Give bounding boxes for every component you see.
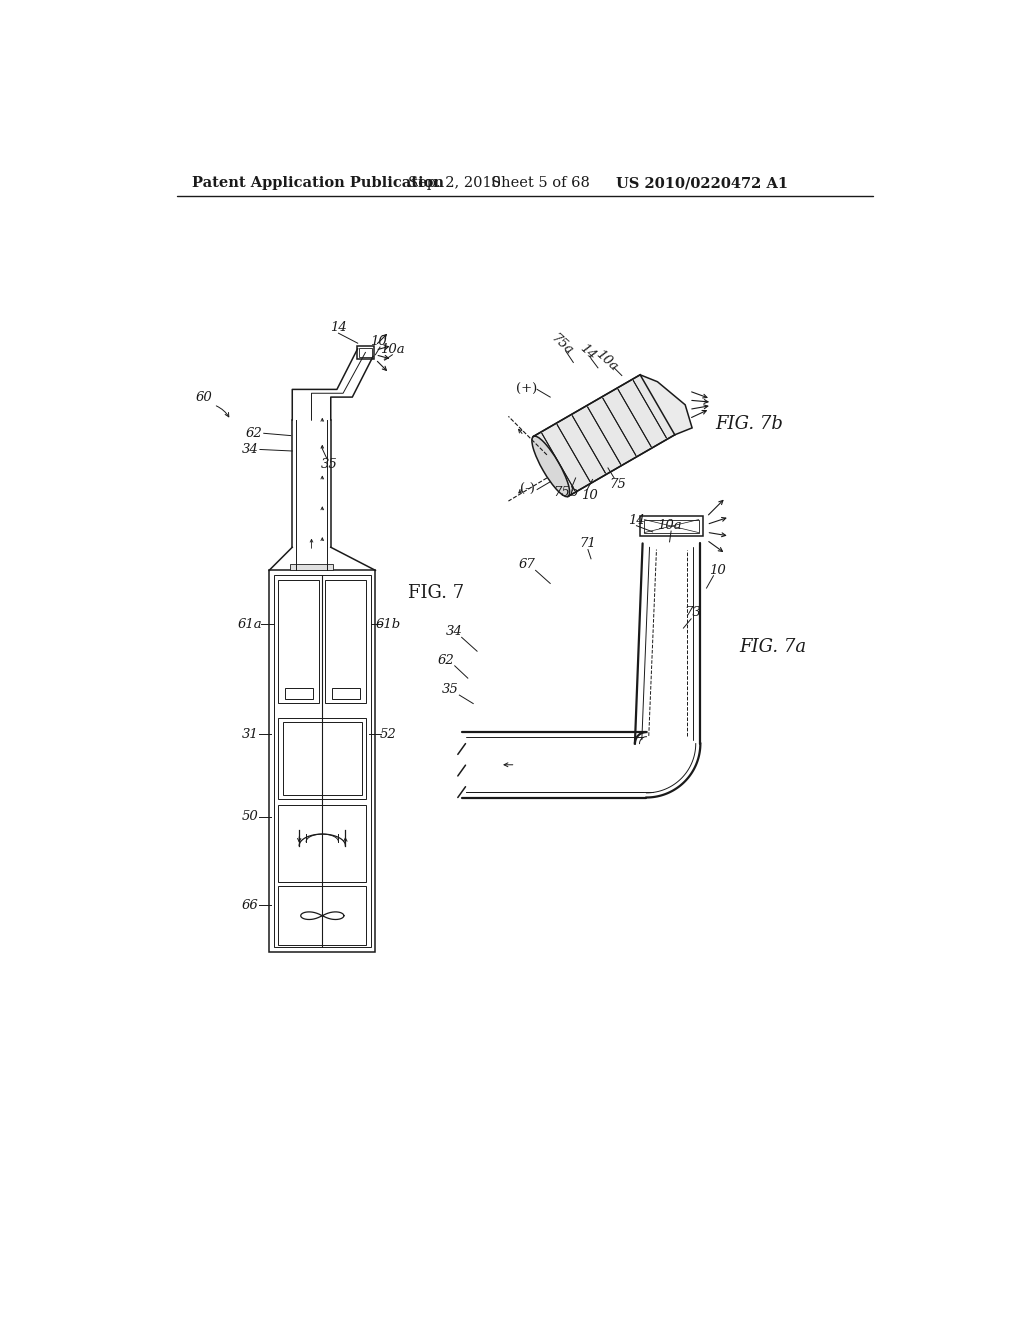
Bar xyxy=(269,570,376,952)
Bar xyxy=(326,579,367,702)
Text: Patent Application Publication: Patent Application Publication xyxy=(193,176,444,190)
Text: 62: 62 xyxy=(438,653,455,667)
Text: 50: 50 xyxy=(242,810,258,824)
Bar xyxy=(357,346,374,359)
Bar xyxy=(640,516,702,536)
Bar xyxy=(285,688,313,700)
Text: 10: 10 xyxy=(370,335,387,348)
Bar xyxy=(332,688,360,700)
Text: 10a: 10a xyxy=(657,519,682,532)
Text: (-): (-) xyxy=(519,483,535,496)
Bar xyxy=(359,348,372,358)
Text: 34: 34 xyxy=(445,626,462,639)
Text: 35: 35 xyxy=(321,458,338,471)
Polygon shape xyxy=(640,375,692,434)
Text: 34: 34 xyxy=(242,444,258,455)
Text: 61b: 61b xyxy=(376,618,401,631)
Text: US 2010/0220472 A1: US 2010/0220472 A1 xyxy=(615,176,787,190)
Text: 62: 62 xyxy=(246,426,262,440)
Polygon shape xyxy=(290,564,333,570)
Text: Sheet 5 of 68: Sheet 5 of 68 xyxy=(490,176,590,190)
Text: 73: 73 xyxy=(684,606,701,619)
Text: 10a: 10a xyxy=(380,343,404,356)
Text: FIG. 7a: FIG. 7a xyxy=(739,639,806,656)
Text: FIG. 7: FIG. 7 xyxy=(408,585,464,602)
Text: Sep. 2, 2010: Sep. 2, 2010 xyxy=(408,176,501,190)
Bar xyxy=(279,579,319,702)
Text: FIG. 7b: FIG. 7b xyxy=(716,414,783,433)
Bar xyxy=(279,718,367,799)
Text: 10: 10 xyxy=(709,564,726,577)
Polygon shape xyxy=(534,375,675,496)
Text: (+): (+) xyxy=(516,383,538,396)
Text: 61a: 61a xyxy=(238,618,262,631)
Text: 14: 14 xyxy=(330,321,347,334)
Text: 10a: 10a xyxy=(593,347,620,374)
Text: 10: 10 xyxy=(581,490,598,502)
Text: 31: 31 xyxy=(242,727,258,741)
Text: 71: 71 xyxy=(580,537,596,550)
Bar xyxy=(273,576,371,946)
Text: 75: 75 xyxy=(609,478,627,491)
Text: 75b: 75b xyxy=(553,486,579,499)
Ellipse shape xyxy=(531,436,569,496)
Text: 35: 35 xyxy=(441,684,459,696)
Text: 75a: 75a xyxy=(548,331,575,358)
Bar xyxy=(279,805,367,882)
Text: 14: 14 xyxy=(577,342,598,363)
Text: 67: 67 xyxy=(519,558,536,572)
Bar xyxy=(283,722,361,795)
Bar xyxy=(279,886,367,945)
Bar xyxy=(644,520,698,533)
Text: 60: 60 xyxy=(197,391,213,404)
Text: 14: 14 xyxy=(628,513,645,527)
Text: 66: 66 xyxy=(242,899,258,912)
Text: 52: 52 xyxy=(380,727,397,741)
